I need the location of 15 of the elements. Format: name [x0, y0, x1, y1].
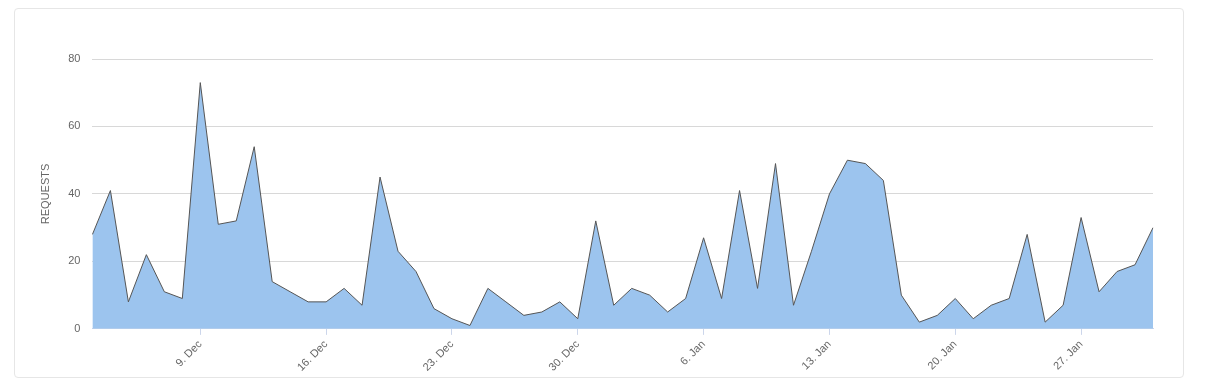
y-tick-label: 80 [68, 52, 81, 65]
y-tick-label: 60 [68, 119, 81, 132]
x-tick-label: 27. Jan [1050, 337, 1085, 372]
card-frame: REQUESTS 9. Dec 16. Dec 23. Dec 30. Dec 6. Jan 13. Jan 20. Jan 27. Jan 0 20 40 60 80 [14, 8, 1184, 378]
x-tick-label: 20. Jan [924, 337, 959, 372]
y-axis-title: REQUESTS [38, 163, 51, 225]
x-tick-label: 13. Jan [798, 337, 833, 372]
x-tick-label: 6. Jan [677, 337, 708, 368]
y-tick-label: 20 [68, 254, 81, 267]
x-tick-label: 23. Dec [420, 337, 456, 373]
y-tick-label: 0 [74, 321, 81, 334]
x-tick-label: 30. Dec [546, 337, 582, 373]
x-tick-label: 9. Dec [172, 337, 205, 369]
y-tick-label: 40 [68, 186, 81, 199]
x-tick-label: 16. Dec [294, 337, 331, 373]
